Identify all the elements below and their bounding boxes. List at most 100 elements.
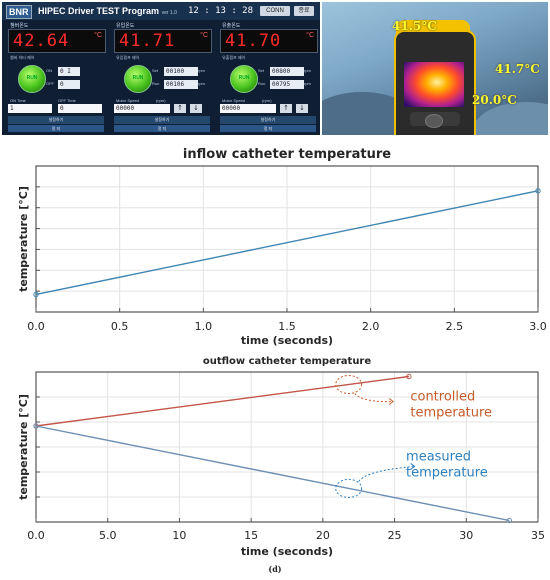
program-titlebar <box>2 2 320 20</box>
stop-button[interactable]: 정 지 <box>8 125 104 132</box>
set-label: Set <box>152 68 159 73</box>
set-rpm-value: 00800 <box>270 67 304 76</box>
outflow-chart: 0.0 5.0 10 15 20 25 30 35 outflow catheter tempe… <box>17 356 545 558</box>
run-lamp-label: RUN <box>26 75 38 81</box>
temperature-value: 42.64 <box>13 31 70 51</box>
set-button[interactable]: 설정하기 <box>8 116 104 124</box>
x-tick-label: 2.5 <box>446 320 464 333</box>
figure-caption: (d) <box>268 564 282 574</box>
temperature-display: 42.64 °C <box>8 29 106 53</box>
program-logo: BNR <box>6 5 32 19</box>
x-tick-label: 1.0 <box>195 320 213 333</box>
x-tick-label: 35 <box>531 529 545 542</box>
x-tick-label: 0.0 <box>27 320 45 333</box>
close-button[interactable]: 종료 <box>294 6 314 16</box>
plot-frame <box>35 371 539 523</box>
temperature-unit: °C <box>94 32 102 39</box>
stop-button[interactable]: 정 지 <box>114 125 210 132</box>
measured-annotation-line2: temperature <box>406 465 488 480</box>
x-tick-label: 0.5 <box>111 320 129 333</box>
run-label: Run <box>152 81 160 86</box>
temperature-value: 41.70 <box>225 31 282 51</box>
row1-value: 0 I <box>58 67 80 76</box>
run-lamp: RUN <box>124 65 152 93</box>
temperature-value: 41.71 <box>119 31 176 51</box>
speed-down-icon[interactable]: ↓ <box>296 104 308 113</box>
controlled-arrowhead <box>388 398 394 405</box>
panel-label: 챔버온도 <box>10 23 29 29</box>
panel-sublabel: 챔버 히터 제어 <box>10 55 35 60</box>
motor-speed-input[interactable]: 00000 <box>114 104 170 113</box>
controlled-annotation-line2: temperature <box>410 405 492 420</box>
program-clock: 12 : 13 : 28 <box>188 6 254 16</box>
stop-button[interactable]: 정 지 <box>220 125 316 132</box>
data-point <box>406 373 412 380</box>
hipec-program-screenshot: BNR HIPEC Driver TEST Program ver 1.0 12… <box>2 2 320 135</box>
panel-sublabel: 유출펌프 제어 <box>222 55 246 60</box>
motor-speed-unit: (rpm) <box>262 98 272 103</box>
controlled-annotation-line1: controlled <box>410 389 475 404</box>
x-axis-label: time (seconds) <box>241 545 333 558</box>
speed-down-icon[interactable]: ↓ <box>190 104 202 113</box>
x-tick-label: 5.0 <box>99 529 117 542</box>
program-title: HIPEC Driver TEST Program ver 1.0 <box>38 5 177 19</box>
measured-arrow <box>358 465 415 482</box>
series-line-1 <box>35 425 510 522</box>
camera-dial <box>425 114 443 128</box>
data-point <box>33 291 39 298</box>
set-label: Set <box>258 68 265 73</box>
data-point <box>506 517 513 524</box>
run-rpm-value: 00795 <box>270 80 304 89</box>
outflow-panel: 유출온도 41.70 °C 유출펌프 제어 RUN Set 00800 rpm … <box>218 22 318 132</box>
inflow-chart: 0.0 0.5 1.0 1.5 2.0 2.5 3.0 inflow catheter tem… <box>17 147 547 347</box>
measured-annotation-line1: measured <box>406 449 471 464</box>
temperature-display: 41.71 °C <box>114 29 212 53</box>
run-lamp: RUN <box>18 65 46 93</box>
rpm-unit: rpm <box>304 68 311 73</box>
x-tick-label: 2.0 <box>362 320 380 333</box>
row2-label: OFF <box>46 81 54 86</box>
speed-up-icon[interactable]: ↑ <box>174 104 186 113</box>
rpm-unit: rpm <box>198 68 205 73</box>
panel-sublabel: 유입펌프 제어 <box>116 55 140 60</box>
panel-label: 유입온도 <box>116 23 135 29</box>
measured-arrowhead <box>410 463 416 470</box>
program-title-text: HIPEC Driver TEST Program <box>38 6 160 16</box>
series-line-0 <box>35 375 410 427</box>
temperature-display: 41.70 °C <box>220 29 318 53</box>
program-version: ver 1.0 <box>161 10 177 16</box>
run-lamp-label: RUN <box>238 75 250 81</box>
temperature-unit: °C <box>200 32 208 39</box>
off-time-input[interactable]: 0 <box>58 104 102 113</box>
data-point <box>33 423 39 429</box>
motor-speed-input[interactable]: 00000 <box>220 104 276 113</box>
rpm-unit: rpm <box>198 81 205 86</box>
chart-title: outflow catheter temperature <box>203 356 372 367</box>
set-button[interactable]: 설정하기 <box>220 116 316 124</box>
x-tick-label: 0.0 <box>27 529 45 542</box>
temperature-label: 41.5°C <box>392 19 437 33</box>
off-time-label: OFF Time <box>58 98 76 103</box>
x-tick-label: 10 <box>172 529 186 542</box>
chart-title: inflow catheter temperature <box>183 147 391 162</box>
y-axis-label: temperature [°C] <box>17 186 30 292</box>
thermal-image <box>404 62 464 107</box>
data-point <box>535 188 541 194</box>
rpm-unit: rpm <box>304 81 311 86</box>
row2-value: 0 <box>58 80 80 89</box>
run-lamp: RUN <box>230 65 258 93</box>
speed-up-icon[interactable]: ↑ <box>280 104 292 113</box>
connect-button[interactable]: CONN <box>260 6 290 16</box>
motor-speed-label: Motor Speed <box>116 98 139 103</box>
motor-speed-unit: (rpm) <box>156 98 166 103</box>
x-axis-label: time (seconds) <box>241 334 333 347</box>
controlled-arrow <box>354 393 394 403</box>
series-line-0 <box>35 190 539 296</box>
chamber-panel: 챔버온도 42.64 °C 챔버 히터 제어 RUN ON 0 I OFF 0 … <box>6 22 106 132</box>
on-time-label: ON Time <box>10 98 26 103</box>
on-time-input[interactable]: 1 <box>8 104 52 113</box>
run-lamp-label: RUN <box>132 75 144 81</box>
charts-svg: 0.0 0.5 1.0 1.5 2.0 2.5 3.0 inflow catheter tem… <box>17 147 547 558</box>
set-button[interactable]: 설정하기 <box>114 116 210 124</box>
run-rpm-value: 00106 <box>164 80 198 89</box>
